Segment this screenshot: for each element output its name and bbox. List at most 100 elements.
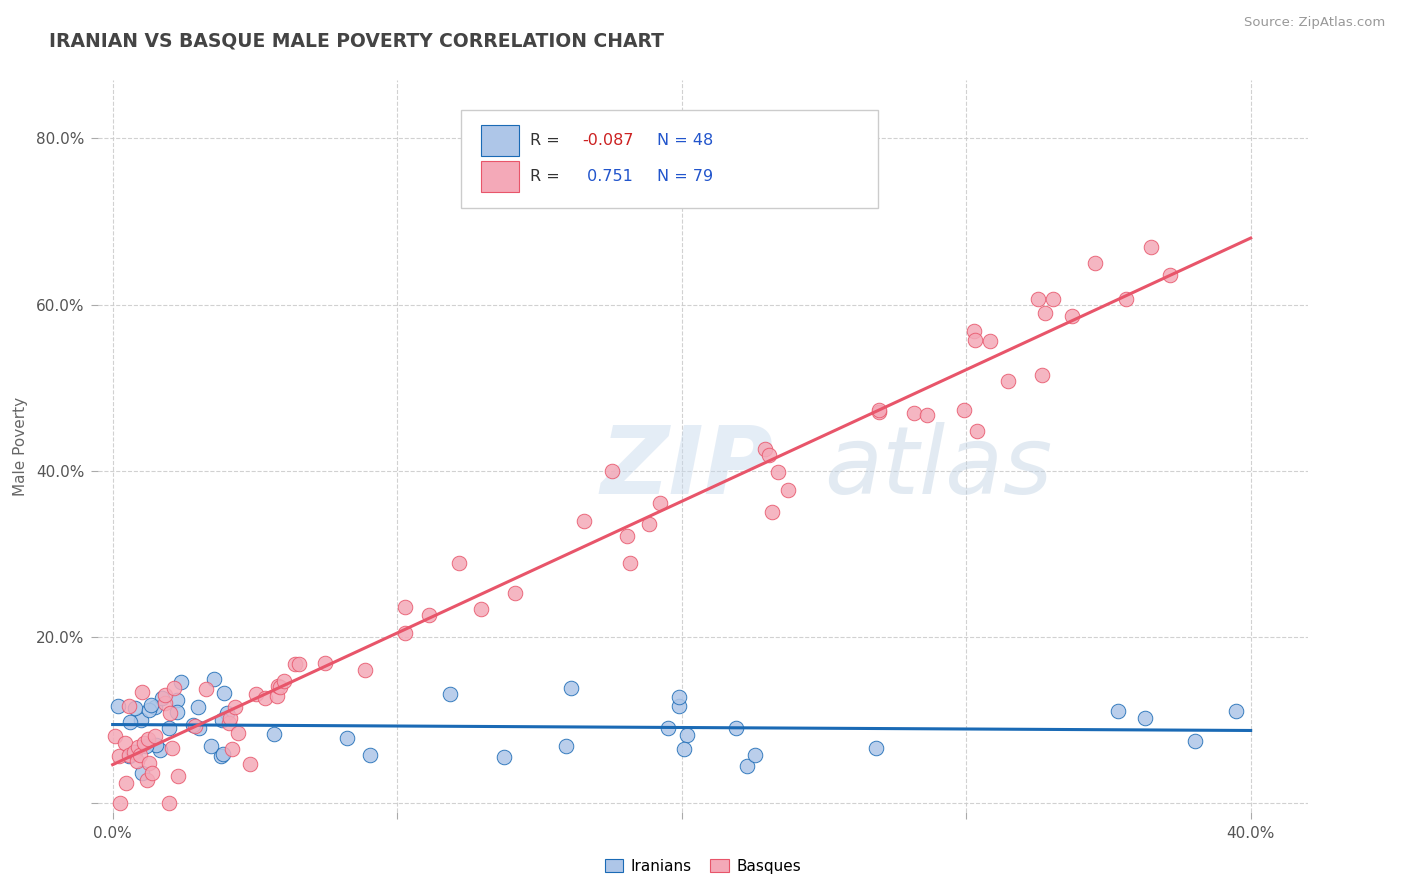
Point [157,796,180,810]
Point [394,626,416,640]
Point [157,721,180,735]
Point [187,700,209,714]
FancyBboxPatch shape [461,110,879,209]
Point [211,747,233,761]
Text: R =: R = [530,169,565,185]
Point [245,687,267,701]
Point [616,529,638,543]
Point [754,442,776,456]
Point [273,673,295,688]
Point [181,718,204,732]
Point [145,738,167,752]
Point [136,773,159,788]
Point [353,663,375,677]
Point [560,681,582,695]
Point [965,333,987,347]
Point [131,713,153,727]
Point [267,679,290,693]
Point [211,713,233,727]
Point [195,681,218,696]
Point [226,725,249,739]
Point [131,685,153,699]
Point [744,747,766,762]
Point [917,408,939,422]
Text: 0.751: 0.751 [582,169,633,185]
Point [668,690,690,705]
Text: IRANIAN VS BASQUE MALE POVERTY CORRELATION CHART: IRANIAN VS BASQUE MALE POVERTY CORRELATI… [49,31,664,50]
Point [149,743,172,757]
Point [166,692,188,706]
Point [159,706,181,720]
Point [124,745,146,759]
Legend: Iranians, Basques: Iranians, Basques [599,853,807,880]
Point [574,514,596,528]
Point [1159,268,1181,282]
Point [141,766,163,780]
Point [288,657,311,672]
Point [657,722,679,736]
Point [221,741,243,756]
Point [1184,734,1206,748]
Point [124,701,146,715]
Point [447,556,470,570]
Point [979,334,1001,348]
Point [865,741,887,756]
Point [776,483,799,498]
Point [263,727,285,741]
Point [132,736,155,750]
Point [122,745,145,759]
Point [153,697,176,711]
Point [868,405,890,419]
Point [724,722,747,736]
Point [1031,368,1053,382]
FancyBboxPatch shape [481,125,519,155]
Point [761,504,783,518]
Point [212,686,235,700]
Point [127,754,149,768]
Point [184,719,207,733]
Point [758,448,780,462]
Point [143,729,166,743]
Point [143,699,166,714]
Point [187,721,209,735]
Point [114,736,136,750]
Point [128,748,150,763]
Text: N = 48: N = 48 [657,133,713,148]
Point [269,681,291,695]
Point [903,406,925,420]
Point [167,769,190,783]
Point [600,464,623,478]
Point [166,705,188,719]
Point [1084,256,1107,270]
Point [1139,240,1161,254]
Point [1026,293,1049,307]
Text: N = 79: N = 79 [657,169,713,185]
Point [668,698,690,713]
Point [672,742,695,756]
Point [470,602,492,616]
Point [650,496,672,510]
Point [1042,293,1064,307]
Point [163,681,186,695]
Point [418,608,440,623]
Point [997,375,1019,389]
Point [554,739,576,753]
Point [253,690,276,705]
Point [218,715,240,730]
Point [170,675,193,690]
Text: Source: ZipAtlas.com: Source: ZipAtlas.com [1244,16,1385,29]
Point [284,657,307,672]
Text: atlas: atlas [824,423,1052,514]
Point [136,731,159,746]
Point [127,740,149,755]
Point [503,586,526,600]
Point [439,687,461,701]
Point [1062,309,1084,323]
Point [118,749,141,764]
Point [118,747,141,762]
Point [1133,711,1156,725]
Point [215,706,238,720]
Point [735,758,758,772]
Point [153,688,176,702]
Point [868,402,890,417]
